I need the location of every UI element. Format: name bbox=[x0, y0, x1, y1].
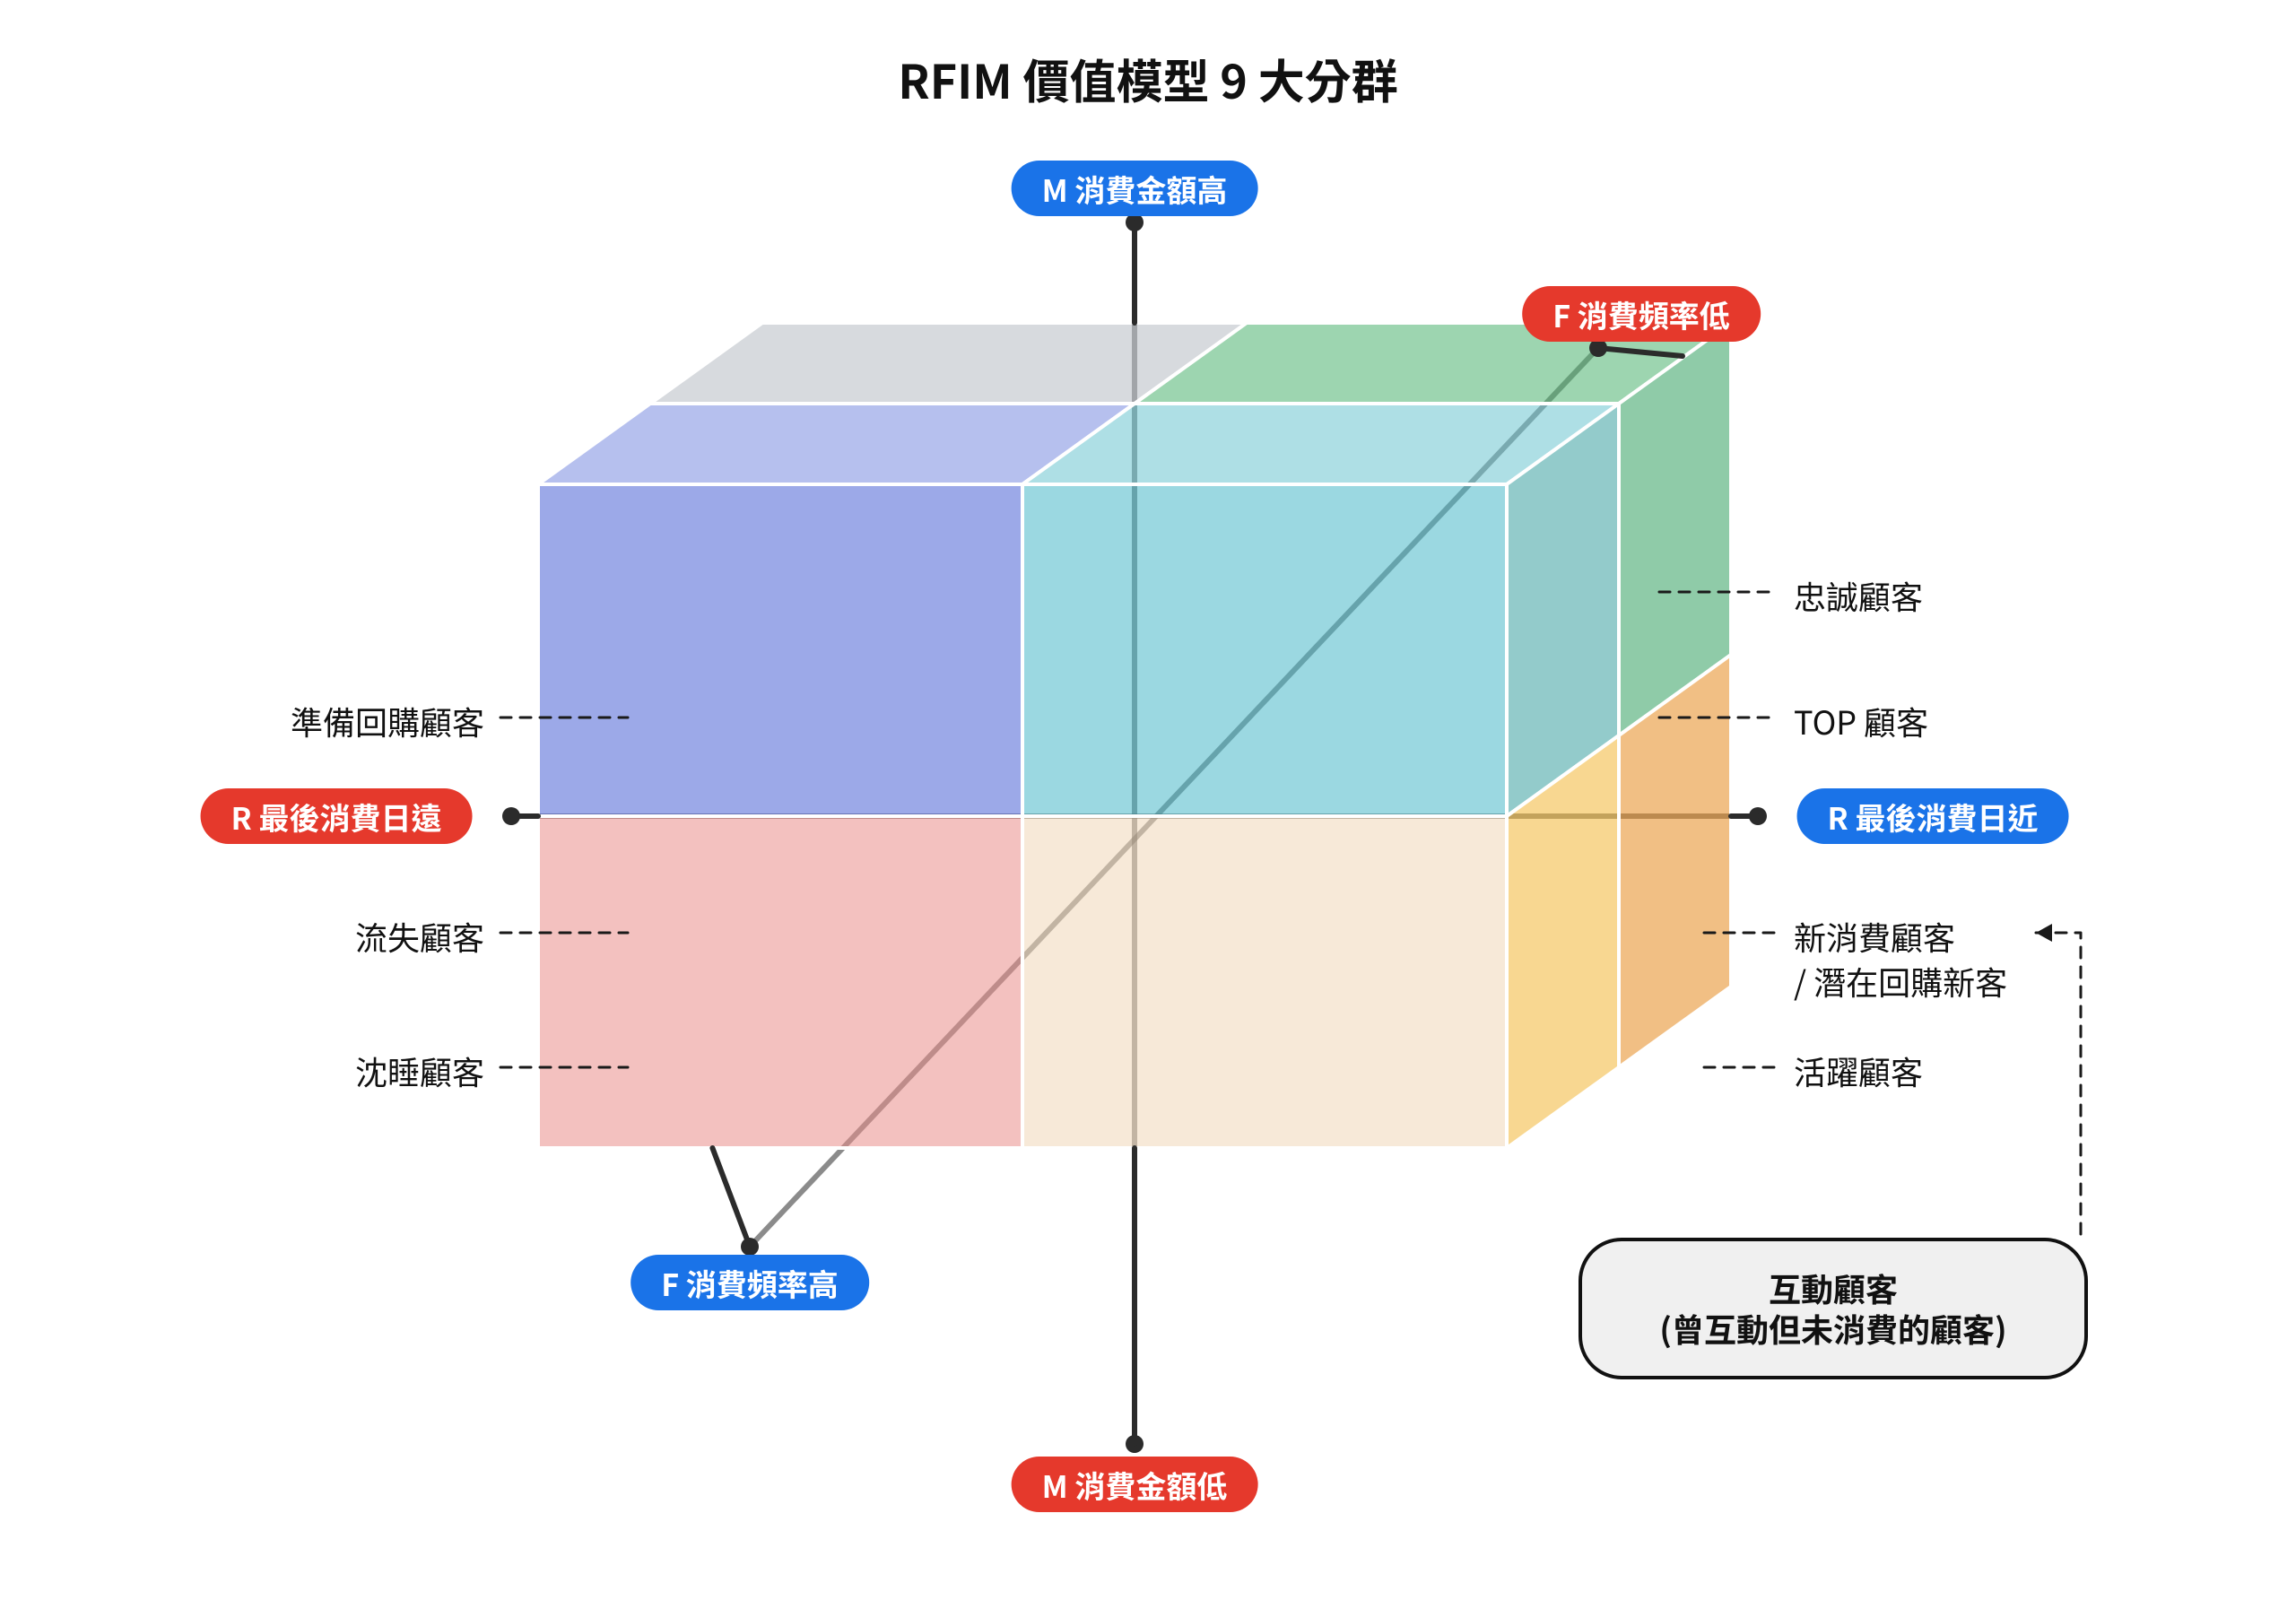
segment-prepare: 準備回購顧客 bbox=[291, 698, 484, 744]
segment-top: TOP 顧客 bbox=[1794, 698, 1928, 744]
axis-r-near-pill: R 最後消費日近 bbox=[1797, 788, 2069, 844]
axis-f-high-label: F 消費頻率高 bbox=[661, 1261, 839, 1305]
axis-r-near-label: R 最後消費日近 bbox=[1828, 795, 2039, 839]
interaction-box-line1: 互動顧客 bbox=[1769, 1268, 1898, 1309]
axis-m-high-pill: M 消費金額高 bbox=[1012, 161, 1258, 216]
page-title: RFIM 價值模型 9 大分群 bbox=[0, 45, 2296, 112]
axis-f-high-pill: F 消費頻率高 bbox=[631, 1255, 869, 1310]
interaction-box-line2: (曾互動但未消費的顧客) bbox=[1659, 1309, 2006, 1349]
axis-r-far-label: R 最後消費日遠 bbox=[231, 795, 442, 839]
segment-loyal: 忠誠顧客 bbox=[1794, 572, 1923, 619]
segment-lost: 流失顧客 bbox=[355, 913, 484, 960]
axis-m-low-label: M 消費金額低 bbox=[1042, 1463, 1228, 1507]
segment-new: 新消費顧客 bbox=[1794, 913, 1955, 960]
segment-potential: / 潛在回購新客 bbox=[1794, 958, 2007, 1005]
axis-m-high-label: M 消費金額高 bbox=[1042, 167, 1228, 211]
axis-m-low-pill: M 消費金額低 bbox=[1012, 1457, 1258, 1512]
interaction-customers-box: 互動顧客 (曾互動但未消費的顧客) bbox=[1578, 1238, 2088, 1379]
axis-r-far-pill: R 最後消費日遠 bbox=[201, 788, 473, 844]
diagram-stage: RFIM 價值模型 9 大分群 M 消費金額高 M 消費金額低 R 最後消費日近… bbox=[0, 0, 2296, 1609]
segment-sleep: 沈睡顧客 bbox=[355, 1048, 484, 1094]
axis-f-low-label: F 消費頻率低 bbox=[1552, 292, 1730, 336]
segment-active: 活躍顧客 bbox=[1794, 1048, 1923, 1094]
axis-f-low-pill: F 消費頻率低 bbox=[1522, 286, 1761, 342]
